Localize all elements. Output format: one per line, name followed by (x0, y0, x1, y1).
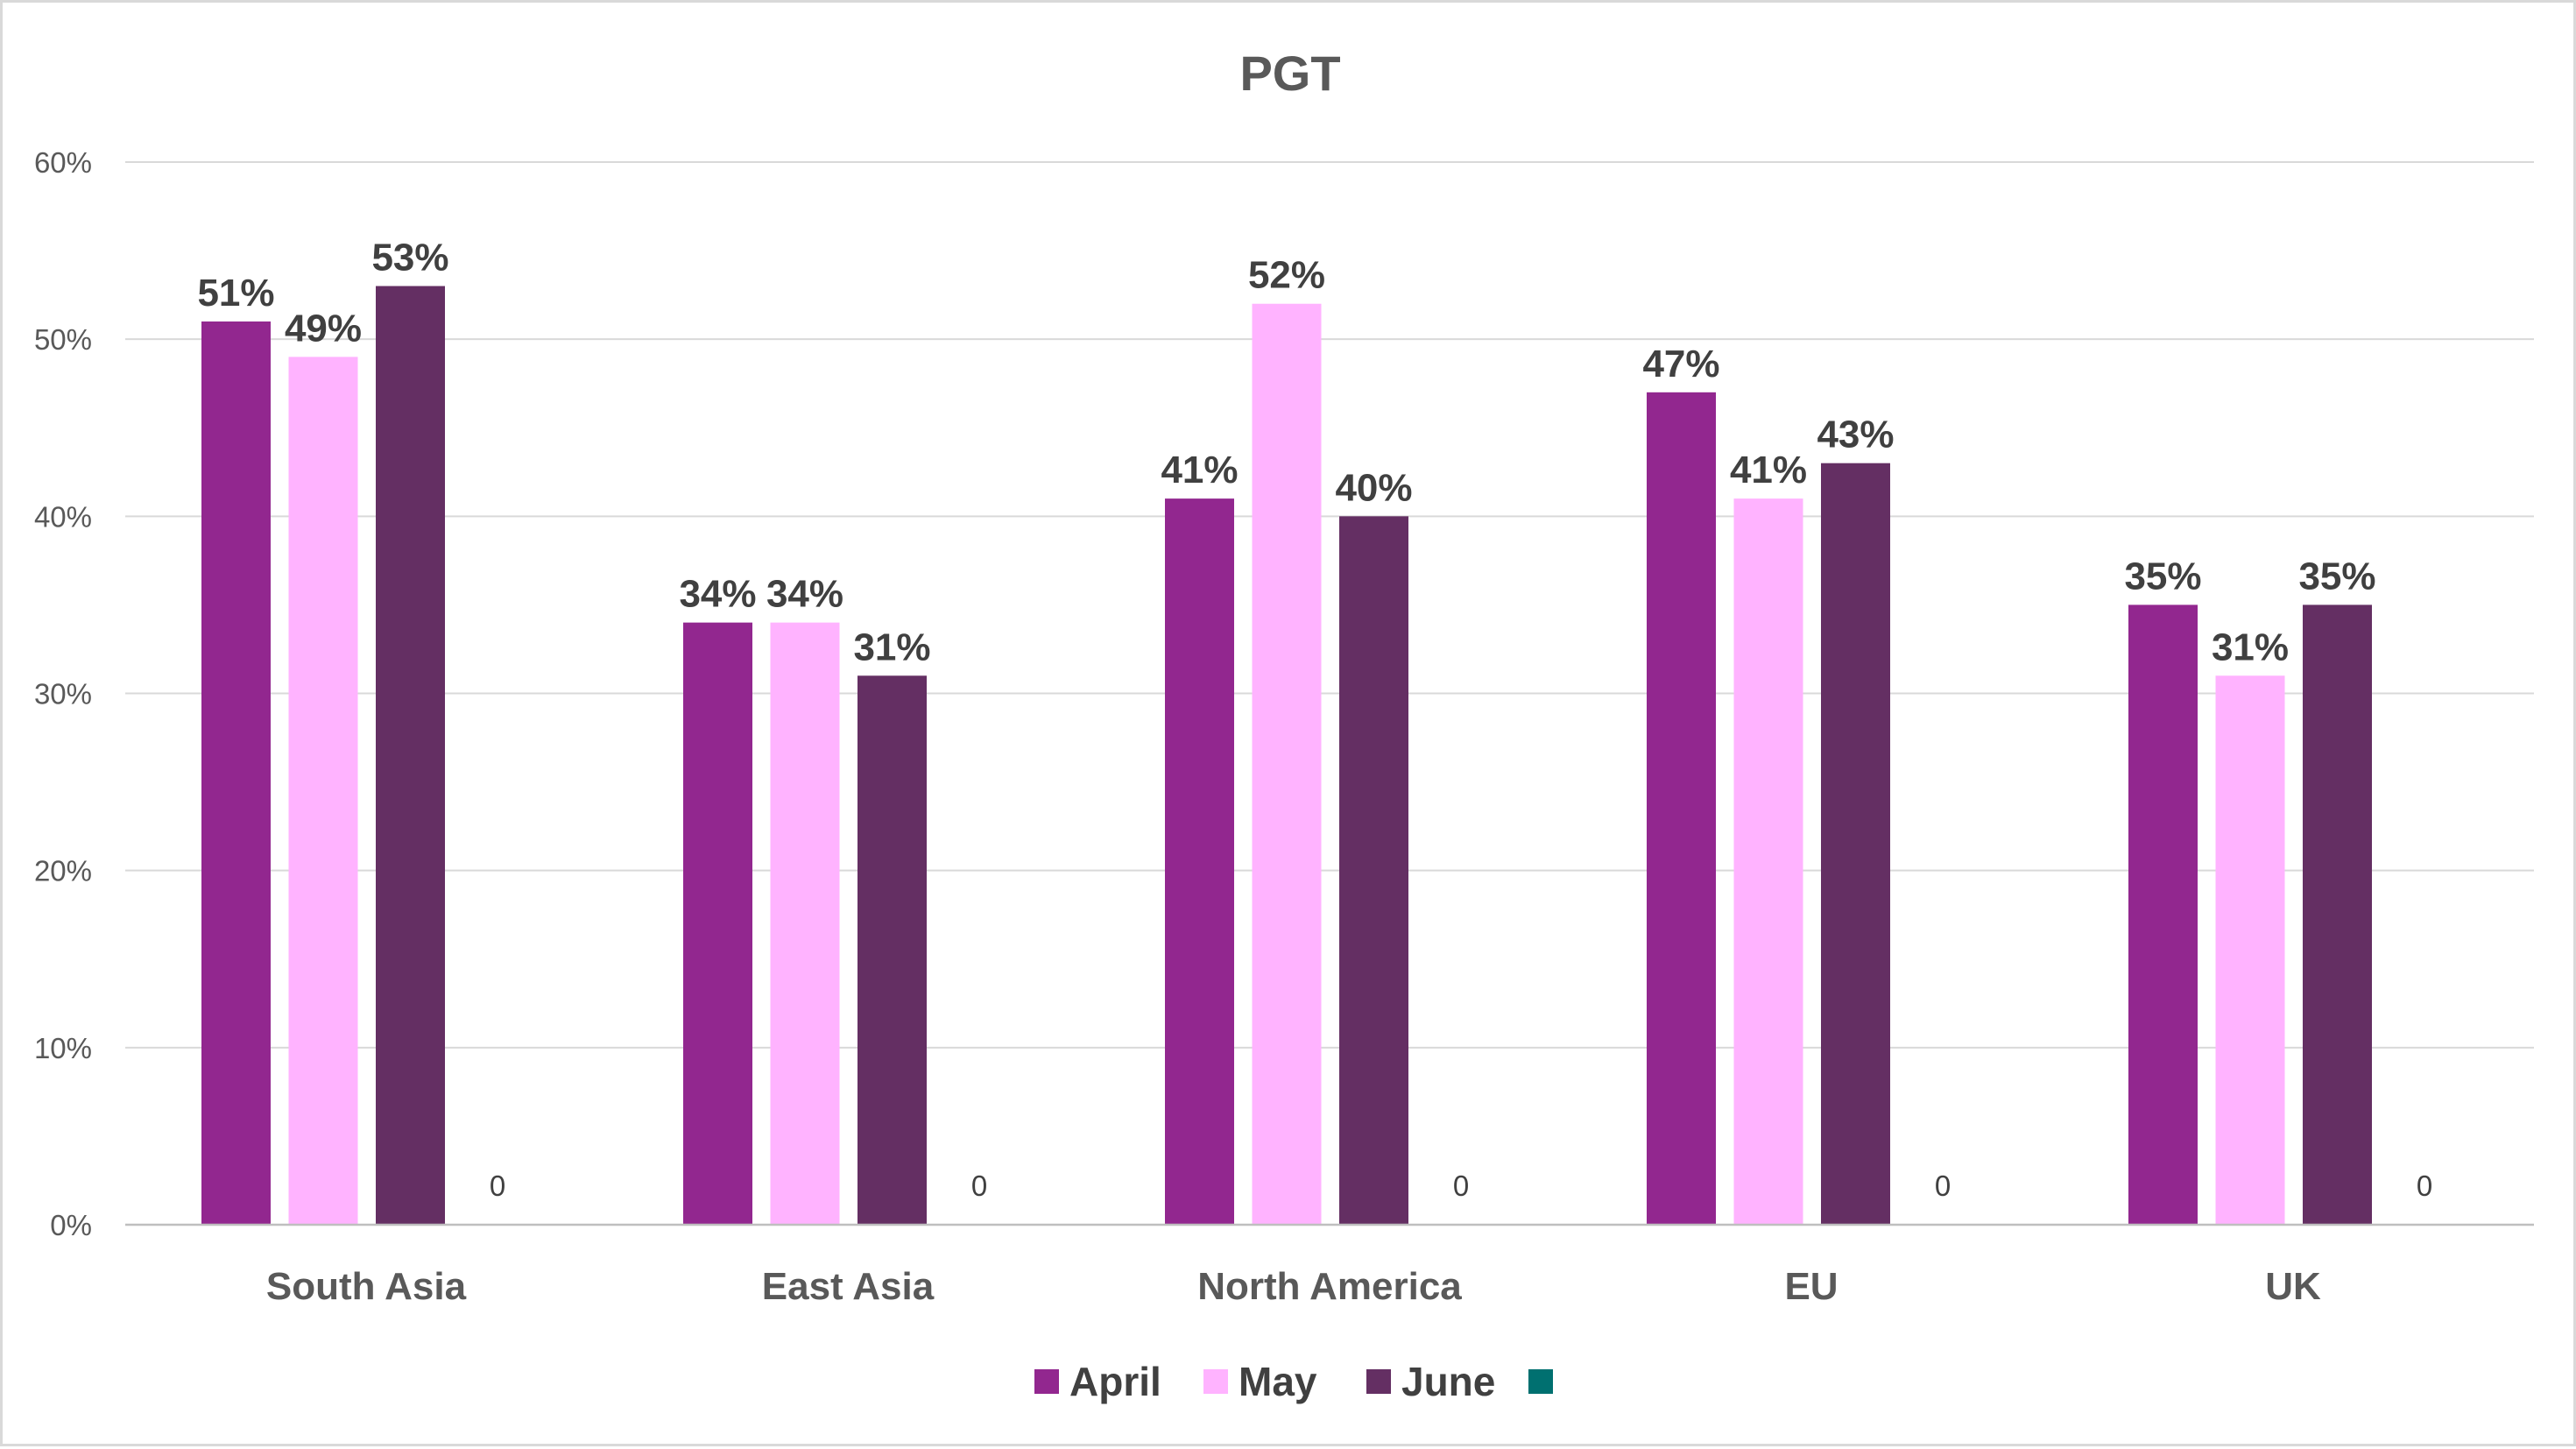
y-tick-label: 50% (34, 323, 92, 356)
legend-swatch (1366, 1369, 1391, 1394)
data-label: 47% (1642, 343, 1719, 385)
x-category-label: South Asia (266, 1265, 467, 1308)
bar-april-south-asia (201, 321, 271, 1226)
data-label: 41% (1161, 449, 1238, 491)
data-label: 34% (766, 573, 843, 616)
data-label: 52% (1248, 254, 1325, 297)
x-category-label: North America (1197, 1265, 1462, 1308)
legend-item-may[interactable]: May (1203, 1359, 1317, 1404)
y-tick-label: 40% (34, 500, 92, 533)
x-axis: South Asia East Asia North America EU UK (125, 1223, 2534, 1308)
y-tick-label: 60% (34, 146, 92, 179)
legend-label: April (1069, 1359, 1161, 1404)
legend-swatch (1203, 1369, 1228, 1394)
data-label: 34% (679, 573, 756, 616)
legend-item-april[interactable]: April (1034, 1359, 1161, 1404)
bar-april-uk (2128, 604, 2198, 1225)
data-label: 53% (371, 237, 448, 279)
legend-label: June (1401, 1359, 1495, 1404)
x-category-label: UK (2265, 1265, 2321, 1308)
data-label: 0 (1453, 1170, 1469, 1202)
bar-may-north-america (1252, 303, 1322, 1225)
bar-may-south-asia (288, 357, 358, 1226)
legend-swatch (1528, 1369, 1553, 1394)
data-label: 31% (853, 626, 930, 668)
bar-april-north-america (1165, 498, 1234, 1225)
bar-june-uk (2303, 604, 2372, 1225)
y-tick-label: 20% (34, 855, 92, 887)
data-label: 0 (2417, 1170, 2432, 1202)
chart-title: PGT (1239, 46, 1340, 101)
x-category-label: EU (1784, 1265, 1838, 1308)
bar-may-uk (2215, 675, 2285, 1225)
y-tick-label: 0% (50, 1209, 92, 1241)
data-labels: 51%49%53%034% 34%31%041%52%40%047%41%43%0… (197, 237, 2432, 1202)
data-label: 31% (2212, 626, 2289, 668)
y-tick-label: 10% (34, 1032, 92, 1064)
legend: April May June (1034, 1359, 1553, 1404)
bar-may-eu (1733, 498, 1803, 1225)
bar-may-east-asia (770, 622, 840, 1225)
data-label: 0 (490, 1170, 505, 1202)
data-label: 35% (2124, 555, 2201, 597)
legend-item-june[interactable]: June (1366, 1359, 1495, 1404)
bar-june-south-asia (376, 286, 445, 1226)
bar-june-eu (1821, 463, 1890, 1225)
data-label: 0 (1935, 1170, 1951, 1202)
x-category-label: East Asia (762, 1265, 935, 1308)
data-label: 0 (971, 1170, 987, 1202)
bar-april-eu (1647, 392, 1716, 1226)
data-label: 41% (1730, 449, 1807, 491)
bar-april-east-asia (683, 622, 752, 1225)
y-axis-ticks: 0% 10% 20% 30% 40% 50% 60% (34, 146, 92, 1241)
data-label: 35% (2298, 555, 2375, 597)
data-label: 51% (197, 272, 274, 315)
data-label: 40% (1335, 466, 1412, 509)
bar-chart: PGT 0% 10% 20% 30% 40% 50% 60% 51% 49%53% 0 34% 34… (34, 46, 2534, 1404)
bars (201, 286, 2372, 1226)
data-label: 43% (1817, 413, 1894, 456)
legend-label: May (1239, 1359, 1317, 1404)
legend-swatch (1034, 1369, 1059, 1394)
y-tick-label: 30% (34, 678, 92, 710)
legend-item-series-4[interactable] (1528, 1369, 1553, 1394)
bar-june-east-asia (857, 675, 927, 1225)
data-label: 49% (285, 307, 362, 350)
bar-june-north-america (1339, 516, 1408, 1225)
